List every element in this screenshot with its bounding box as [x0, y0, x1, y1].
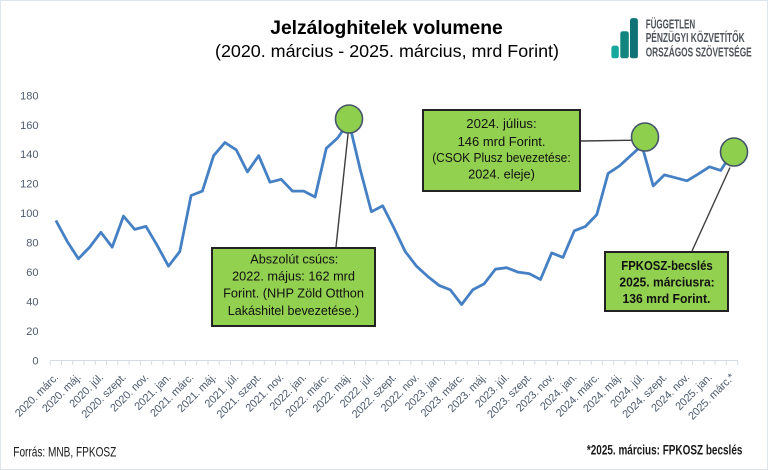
svg-text:100: 100 [20, 208, 38, 220]
svg-text:Forint. (NHP Zöld Otthon: Forint. (NHP Zöld Otthon [223, 285, 364, 300]
svg-text:40: 40 [26, 297, 38, 309]
svg-text:FÜGGETLEN: FÜGGETLEN [646, 16, 696, 31]
svg-text:PÉNZÜGYI KÖZVETÍTŐK: PÉNZÜGYI KÖZVETÍTŐK [646, 30, 745, 45]
svg-text:146 mrd Forint.: 146 mrd Forint. [458, 134, 546, 149]
svg-text:180: 180 [20, 90, 38, 102]
svg-text:136 mrd Forint.: 136 mrd Forint. [623, 291, 711, 306]
svg-text:2022. május: 162 mrd: 2022. május: 162 mrd [232, 269, 355, 284]
svg-text:Lakáshitel bevezetése.): Lakáshitel bevezetése.) [228, 303, 359, 318]
svg-text:*2025. március: FPKOSZ becslés: *2025. március: FPKOSZ becslés [587, 443, 743, 458]
svg-text:2024. eleje): 2024. eleje) [468, 166, 535, 181]
svg-text:2025. márciusra:: 2025. márciusra: [619, 274, 714, 289]
svg-text:140: 140 [20, 149, 38, 161]
svg-text:160: 160 [20, 120, 38, 132]
svg-text:120: 120 [20, 179, 38, 191]
svg-text:2024. július:: 2024. július: [466, 116, 536, 131]
svg-text:Abszolút csúcs:: Abszolút csúcs: [250, 252, 338, 267]
svg-text:80: 80 [26, 238, 38, 250]
svg-text:Forrás: MNB, FPKOSZ: Forrás: MNB, FPKOSZ [13, 443, 116, 459]
svg-text:ORSZÁGOS SZÖVETSÉGE: ORSZÁGOS SZÖVETSÉGE [646, 45, 752, 60]
svg-text:60: 60 [26, 267, 38, 279]
svg-text:(CSOK Plusz bevezetése:: (CSOK Plusz bevezetése: [432, 150, 571, 165]
svg-text:20: 20 [26, 326, 38, 338]
svg-text:FPKOSZ-becslés: FPKOSZ-becslés [621, 258, 712, 273]
svg-text:0: 0 [32, 356, 38, 368]
